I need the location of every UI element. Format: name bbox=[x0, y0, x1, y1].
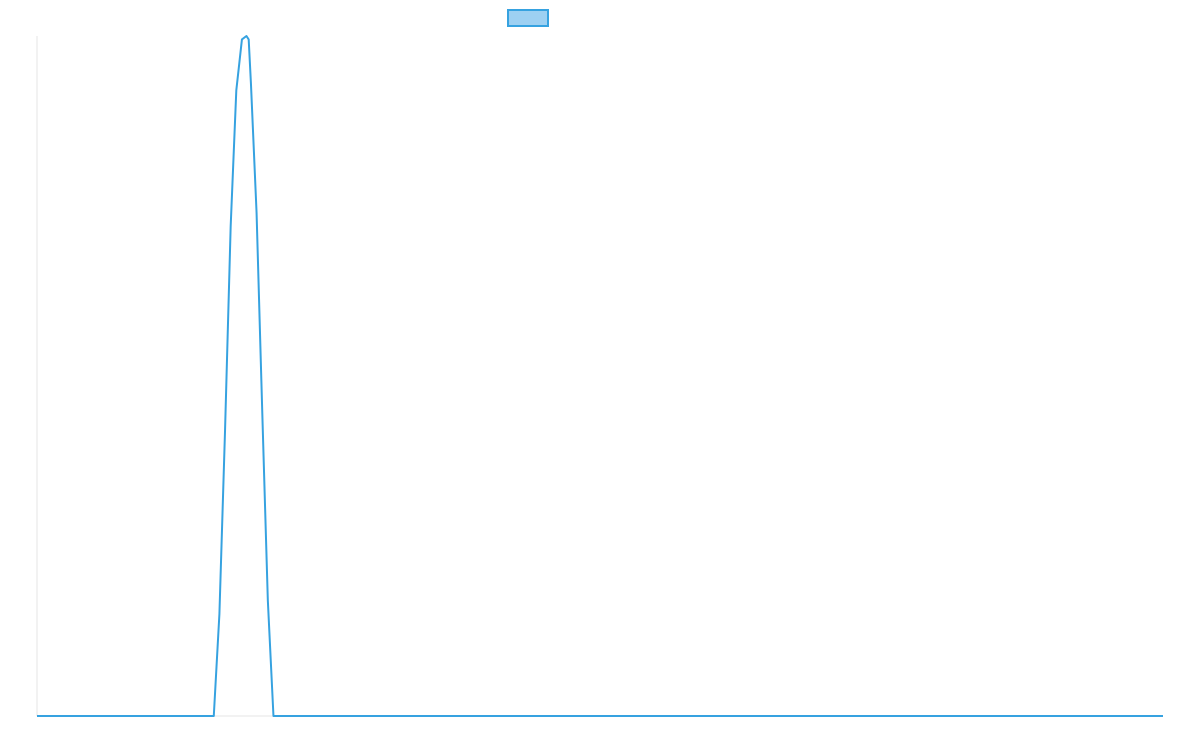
axes bbox=[36, 36, 1163, 717]
legend[interactable] bbox=[507, 9, 549, 27]
series-line-0 bbox=[37, 35, 1163, 717]
series-layer bbox=[37, 35, 1163, 717]
legend-swatch-0[interactable] bbox=[507, 9, 549, 27]
